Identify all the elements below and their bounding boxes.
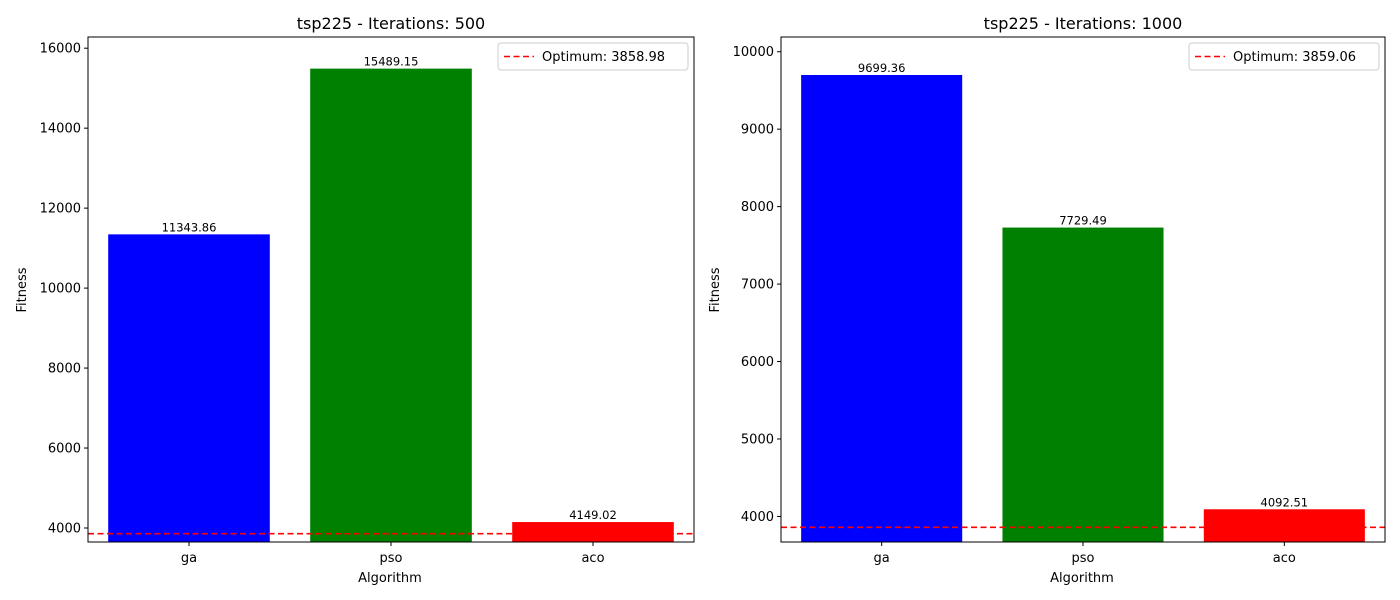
x-axis-label: Algorithm — [1050, 571, 1114, 586]
data-label-ga: 11343.86 — [162, 220, 217, 234]
y-tick-label: 8000 — [48, 362, 81, 377]
y-tick-label: 12000 — [40, 202, 81, 217]
y-tick-label: 8000 — [741, 200, 774, 215]
y-tick-label: 4000 — [48, 522, 81, 537]
x-tick-label-ga: ga — [874, 551, 890, 566]
chart-title: tsp225 - Iterations: 1000 — [984, 14, 1183, 33]
y-axis-label: Fitness — [15, 267, 30, 312]
data-label-pso: 15489.15 — [364, 55, 419, 69]
bar-pso — [310, 68, 472, 542]
data-label-ga: 9699.36 — [858, 61, 906, 75]
bar-pso — [1002, 227, 1164, 542]
bar-ga — [108, 234, 270, 542]
data-label-aco: 4092.51 — [1261, 495, 1309, 509]
y-tick-label: 7000 — [741, 278, 774, 293]
y-tick-label: 6000 — [741, 355, 774, 370]
data-label-pso: 7729.49 — [1059, 214, 1107, 228]
chart-iterations-1000: tsp225 - Iterations: 1000 Algorithm Fitn… — [708, 14, 1386, 586]
y-tick-label: 14000 — [40, 122, 81, 137]
y-tick-label: 10000 — [40, 282, 81, 297]
legend-box — [497, 42, 689, 71]
bar-ga — [801, 75, 963, 542]
bars-group — [88, 68, 694, 542]
chart-iterations-500: tsp225 - Iterations: 500 Algorithm Fitne… — [15, 14, 695, 586]
bar-aco — [512, 522, 674, 542]
bars-group — [781, 75, 1385, 542]
x-tick-label-aco: aco — [1273, 551, 1296, 566]
chart-title: tsp225 - Iterations: 500 — [297, 14, 485, 33]
x-tick-label-pso: pso — [1072, 551, 1095, 566]
y-tick-label: 16000 — [40, 42, 81, 57]
y-tick-label: 5000 — [741, 432, 774, 447]
y-axis-label: Fitness — [708, 267, 723, 312]
legend-label: Optimum: 3859.06 — [1233, 50, 1356, 65]
legend-label: Optimum: 3858.98 — [542, 50, 665, 65]
x-tick-label-pso: pso — [380, 551, 403, 566]
legend-box — [1188, 42, 1380, 71]
plot-area: 9699.36 7729.49 4092.51 ga pso aco 4000 5000 600… — [733, 36, 1386, 566]
y-tick-label: 9000 — [741, 123, 774, 138]
y-tick-label: 6000 — [48, 442, 81, 457]
x-tick-label-ga: ga — [181, 551, 197, 566]
legend: Optimum: 3858.98 — [497, 42, 689, 71]
legend: Optimum: 3859.06 — [1188, 42, 1380, 71]
y-tick-label: 10000 — [733, 45, 774, 60]
bar-aco — [1203, 509, 1365, 542]
x-axis-label: Algorithm — [358, 571, 422, 586]
x-tick-label-aco: aco — [581, 551, 604, 566]
y-tick-label: 4000 — [741, 510, 774, 525]
plot-area: 11343.86 15489.15 4149.02 ga pso aco 4000 6000 8… — [40, 36, 695, 566]
data-label-aco: 4149.02 — [569, 508, 617, 522]
